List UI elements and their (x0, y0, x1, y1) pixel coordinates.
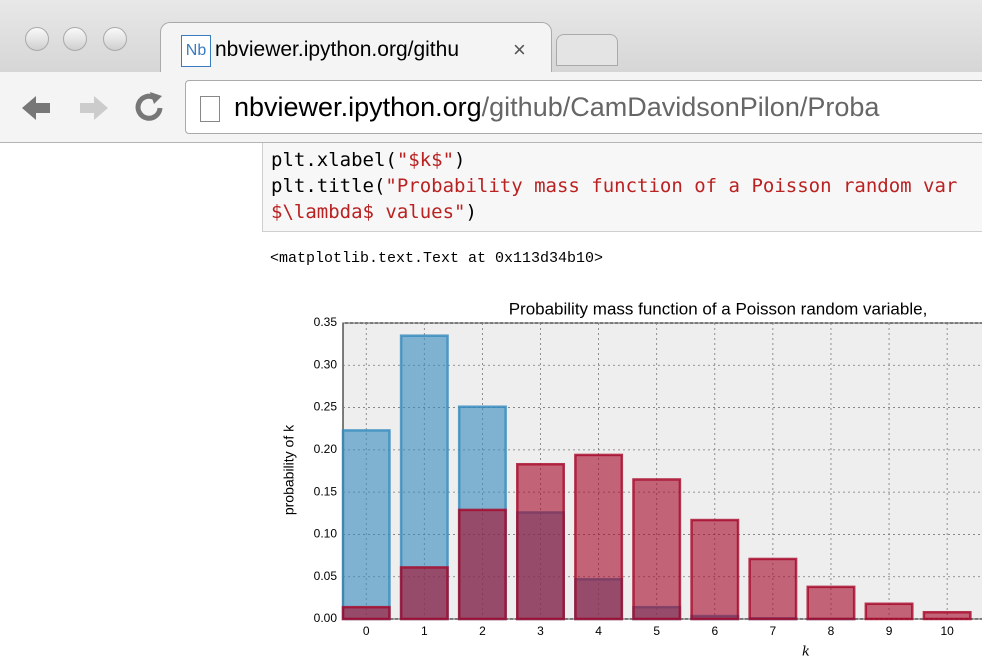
bar (864, 602, 914, 621)
reload-arrow (150, 92, 162, 104)
page-icon (200, 95, 220, 122)
url-path: /github/CamDavidsonPilon/Proba (481, 92, 880, 122)
tab-title: nbviewer.ipython.org/githu (215, 38, 459, 61)
y-tick-label: 0.30 (314, 357, 338, 371)
x-tick-label: 9 (886, 624, 893, 638)
code-string: $\lambda$ values" (271, 201, 466, 223)
code-line: plt.title("Probability mass function of … (271, 173, 982, 199)
x-tick-label: 3 (537, 624, 544, 638)
bar (748, 557, 798, 621)
code-string: "$k$" (396, 149, 455, 171)
y-tick-label: 0.20 (314, 442, 338, 456)
x-axis-label: k (802, 645, 810, 660)
x-tick-label: 6 (711, 624, 718, 638)
back-button[interactable] (22, 96, 50, 120)
y-tick-label: 0.25 (314, 400, 338, 414)
x-tick-label: 8 (828, 624, 835, 638)
bar (516, 462, 565, 621)
y-tick-label: 0.35 (314, 315, 338, 329)
bar (399, 566, 449, 621)
bar (806, 585, 856, 621)
output-text: <matplotlib.text.Text at 0x113d34b10> (270, 250, 604, 267)
code: plt.title( (271, 175, 386, 197)
code: ) (454, 149, 466, 171)
reload-button[interactable] (135, 93, 163, 121)
chart-title: Probability mass function of a Poisson r… (509, 299, 928, 318)
url-host: nbviewer.ipython.org (234, 92, 482, 122)
x-tick-label: 5 (653, 624, 660, 638)
tab-close[interactable]: × (513, 37, 526, 62)
bar (457, 508, 507, 621)
forward-button[interactable] (80, 96, 108, 120)
bar (690, 518, 740, 621)
bar (341, 429, 391, 621)
close-button[interactable] (25, 27, 49, 51)
x-tick-label: 4 (595, 624, 602, 638)
bar (341, 605, 391, 621)
nav-buttons (22, 92, 163, 121)
chart: Probability mass function of a Poisson r… (281, 299, 982, 660)
y-axis-label: probability of k (281, 424, 297, 515)
minimize-button[interactable] (63, 27, 87, 51)
code-line: plt.xlabel("$k$") (271, 147, 982, 173)
code-line: $\lambda$ values") (271, 199, 982, 225)
code-string: "Probability mass function of a Poisson … (385, 175, 958, 197)
bar (574, 453, 624, 621)
address-bar[interactable]: nbviewer.ipython.org/github/CamDavidsonP… (185, 80, 982, 134)
y-tick-label: 0.10 (314, 527, 338, 541)
tab[interactable]: Nb nbviewer.ipython.org/githu × (160, 22, 552, 75)
bar (632, 478, 682, 621)
x-tick-label: 10 (940, 624, 954, 638)
favicon: Nb (181, 35, 211, 67)
code: plt.xlabel( (271, 149, 397, 171)
x-tick-label: 7 (770, 624, 777, 638)
bar (922, 610, 972, 621)
y-tick-label: 0.05 (314, 569, 338, 583)
code: ) (465, 201, 477, 223)
zoom-button[interactable] (103, 27, 127, 51)
y-tick-label: 0.00 (314, 611, 338, 625)
new-tab[interactable] (556, 34, 618, 66)
code-cell: plt.xlabel("$k$") plt.title("Probability … (262, 143, 982, 232)
x-tick-label: 0 (363, 624, 370, 638)
y-tick-label: 0.15 (314, 484, 338, 498)
x-tick-label: 2 (479, 624, 486, 638)
x-tick-label: 1 (421, 624, 428, 638)
